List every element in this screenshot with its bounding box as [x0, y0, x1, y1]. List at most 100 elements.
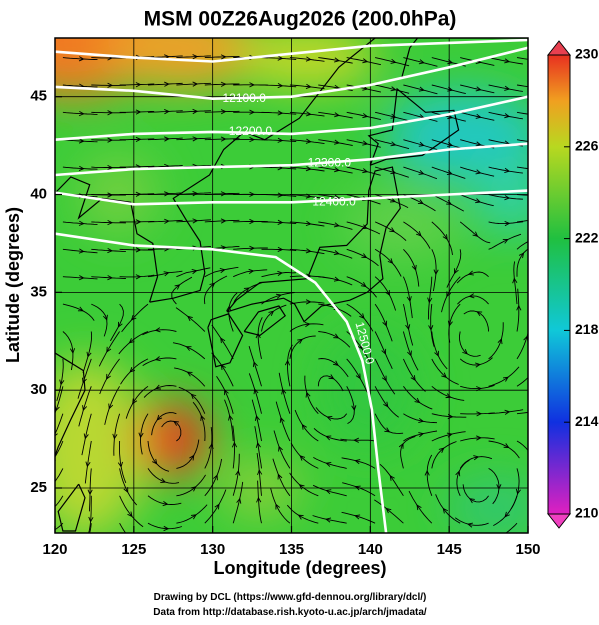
streamline [346, 386, 355, 424]
stream-arrow [385, 507, 392, 514]
footer-line: Drawing by DCL (https://www.gfd-dennou.o… [154, 592, 427, 603]
stream-arrow [185, 346, 192, 351]
streamline [315, 407, 348, 420]
streamline [403, 57, 438, 67]
stream-arrow [442, 507, 448, 514]
y-axis-label: Latitude (degrees) [3, 207, 23, 363]
streamline [261, 111, 297, 115]
stream-arrow [214, 503, 220, 510]
streamline [346, 57, 382, 66]
stream-arrow [333, 360, 339, 366]
streamline [375, 84, 410, 94]
stream-arrow [384, 427, 391, 433]
streamline [342, 482, 376, 497]
stream-arrow [416, 230, 422, 237]
streamline [55, 522, 64, 531]
streamline [289, 248, 325, 255]
streamline [77, 358, 92, 399]
streamline [91, 303, 108, 337]
streamline [55, 386, 64, 415]
stream-arrow [255, 442, 261, 448]
streamline [232, 282, 263, 305]
contour-line [55, 95, 528, 141]
stream-arrow [305, 248, 312, 254]
stream-arrow [87, 489, 93, 496]
streamline [403, 111, 438, 122]
stream-arrow [88, 516, 94, 523]
streamline [62, 248, 98, 254]
streamline [317, 375, 344, 392]
stream-arrow [533, 218, 538, 222]
streamline [403, 413, 438, 424]
streamline [119, 522, 127, 533]
streamline [118, 331, 149, 355]
streamline [147, 110, 183, 113]
stream-arrow [455, 470, 461, 477]
streamline [287, 344, 293, 387]
stream-arrow [108, 403, 114, 410]
stream-arrow [192, 136, 199, 142]
stream-arrow [381, 348, 387, 355]
stream-arrow [325, 462, 332, 467]
colorbar-tick-label: 210 [575, 505, 599, 521]
streamline [176, 137, 212, 141]
stream-arrow [504, 511, 510, 518]
coastline [57, 483, 86, 532]
streamline [261, 57, 297, 60]
stream-arrow [163, 525, 170, 532]
stream-arrow [503, 443, 510, 449]
stream-arrow [326, 416, 333, 421]
streamline [318, 276, 353, 286]
stream-arrow [220, 81, 227, 87]
stream-arrow [107, 164, 114, 171]
streamline [312, 515, 347, 524]
streamline [488, 440, 520, 459]
stream-arrow [254, 414, 260, 421]
streamline [147, 192, 183, 195]
streamline [341, 457, 376, 469]
stream-arrow [50, 483, 55, 488]
stream-arrow [83, 433, 89, 440]
streamline [403, 386, 433, 410]
stream-arrow [220, 136, 227, 142]
streamline [81, 413, 92, 456]
stream-arrow [69, 348, 76, 354]
stream-arrow [476, 311, 483, 317]
y-tick-label: 40 [30, 185, 47, 202]
stream-arrow [135, 191, 142, 197]
streamline [318, 166, 353, 174]
stream-arrow [78, 220, 85, 226]
streamline [431, 111, 466, 122]
streamline [488, 366, 520, 387]
streamline [346, 84, 382, 93]
stream-arrow [467, 270, 474, 276]
stream-arrow [428, 325, 434, 331]
stream-arrow [447, 141, 454, 147]
streamline [313, 457, 347, 469]
streamline [104, 386, 120, 425]
stream-arrow [86, 351, 92, 358]
streamline [211, 352, 234, 387]
stream-arrow [107, 192, 114, 198]
streamline [454, 517, 489, 526]
streamline [516, 84, 528, 88]
stream-arrow [117, 461, 123, 468]
streamline [431, 166, 466, 179]
streamline [119, 138, 155, 141]
streamline [261, 84, 297, 88]
streamline [204, 110, 240, 113]
stream-arrow [209, 282, 216, 289]
stream-arrow [468, 293, 475, 299]
stream-arrow [462, 348, 468, 355]
stream-arrow [117, 321, 123, 328]
stream-arrow [132, 398, 138, 405]
stream-arrow [82, 405, 88, 412]
streamline [289, 301, 325, 305]
streamline [216, 375, 234, 414]
stream-arrow [187, 315, 193, 322]
streamline [346, 111, 382, 121]
streamline [510, 468, 520, 510]
stream-arrow [135, 274, 142, 280]
streamline [289, 194, 325, 199]
streamline [175, 307, 206, 332]
